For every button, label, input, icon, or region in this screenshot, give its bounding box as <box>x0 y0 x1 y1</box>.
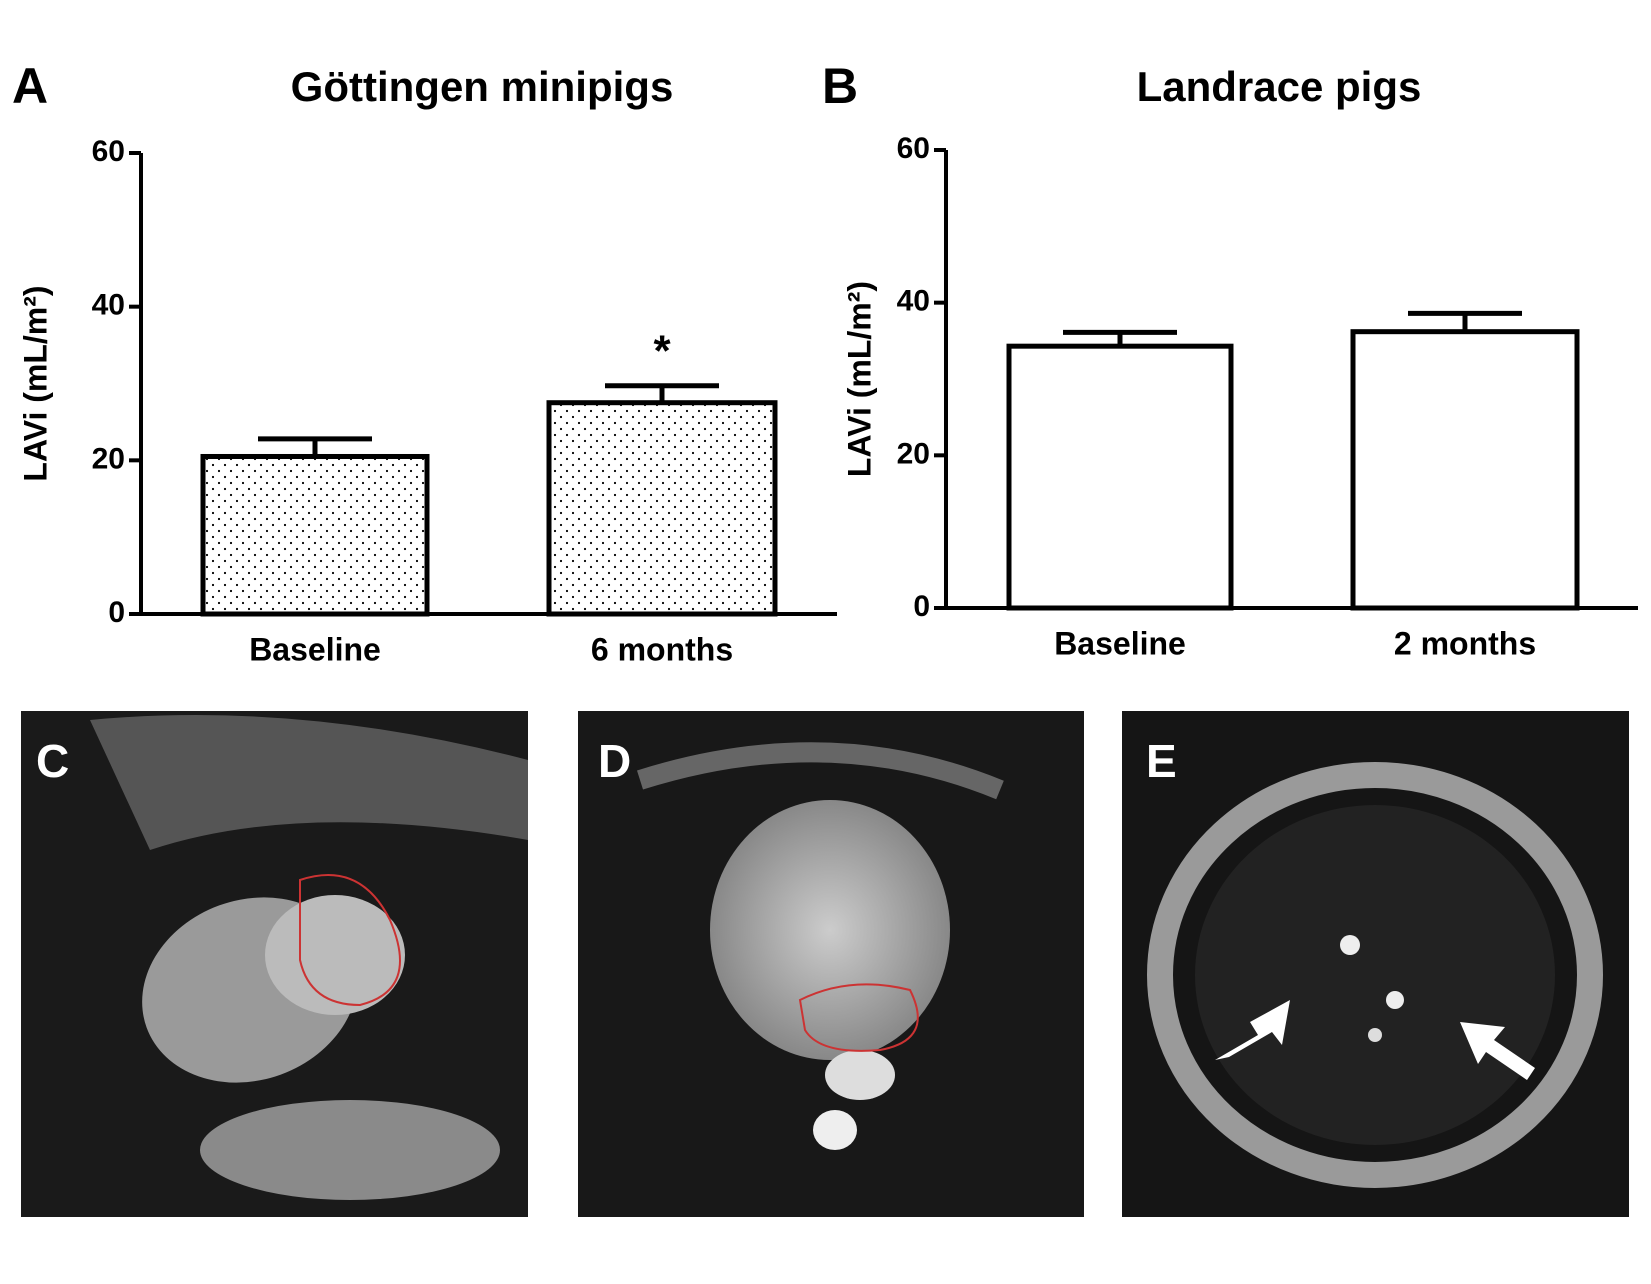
y-tick-label: 20 <box>897 437 930 470</box>
y-tick-label: 60 <box>92 135 125 168</box>
mri-image-d <box>578 711 1084 1217</box>
significance-marker: * <box>653 326 671 375</box>
y-tick-label: 40 <box>897 285 930 318</box>
panel-label: D <box>598 735 631 787</box>
y-axis-label: LAVi (mL/m²) <box>17 285 53 481</box>
bar <box>546 400 778 617</box>
x-tick-label: 2 months <box>1394 625 1536 661</box>
panel-label: A <box>12 58 48 114</box>
chart-title: Landrace pigs <box>1137 63 1422 110</box>
panel-label: E <box>1146 735 1177 787</box>
y-tick-label: 40 <box>92 289 125 322</box>
y-tick-label: 0 <box>108 596 125 629</box>
x-tick-label: Baseline <box>1054 625 1186 661</box>
chart-title: Göttingen minipigs <box>291 63 674 110</box>
y-tick-label: 0 <box>913 590 930 623</box>
bar <box>200 453 430 617</box>
y-tick-label: 60 <box>897 132 930 165</box>
x-tick-label: Baseline <box>249 631 381 667</box>
panel-label: B <box>822 58 858 114</box>
bar <box>1006 343 1234 611</box>
x-tick-label: 6 months <box>591 631 733 667</box>
bar <box>1350 329 1580 611</box>
y-tick-label: 20 <box>92 442 125 475</box>
mri-image-e <box>1122 711 1629 1217</box>
y-axis-label: LAVi (mL/m²) <box>841 281 877 477</box>
mri-image-c <box>21 711 528 1217</box>
panel-label: C <box>36 735 69 787</box>
